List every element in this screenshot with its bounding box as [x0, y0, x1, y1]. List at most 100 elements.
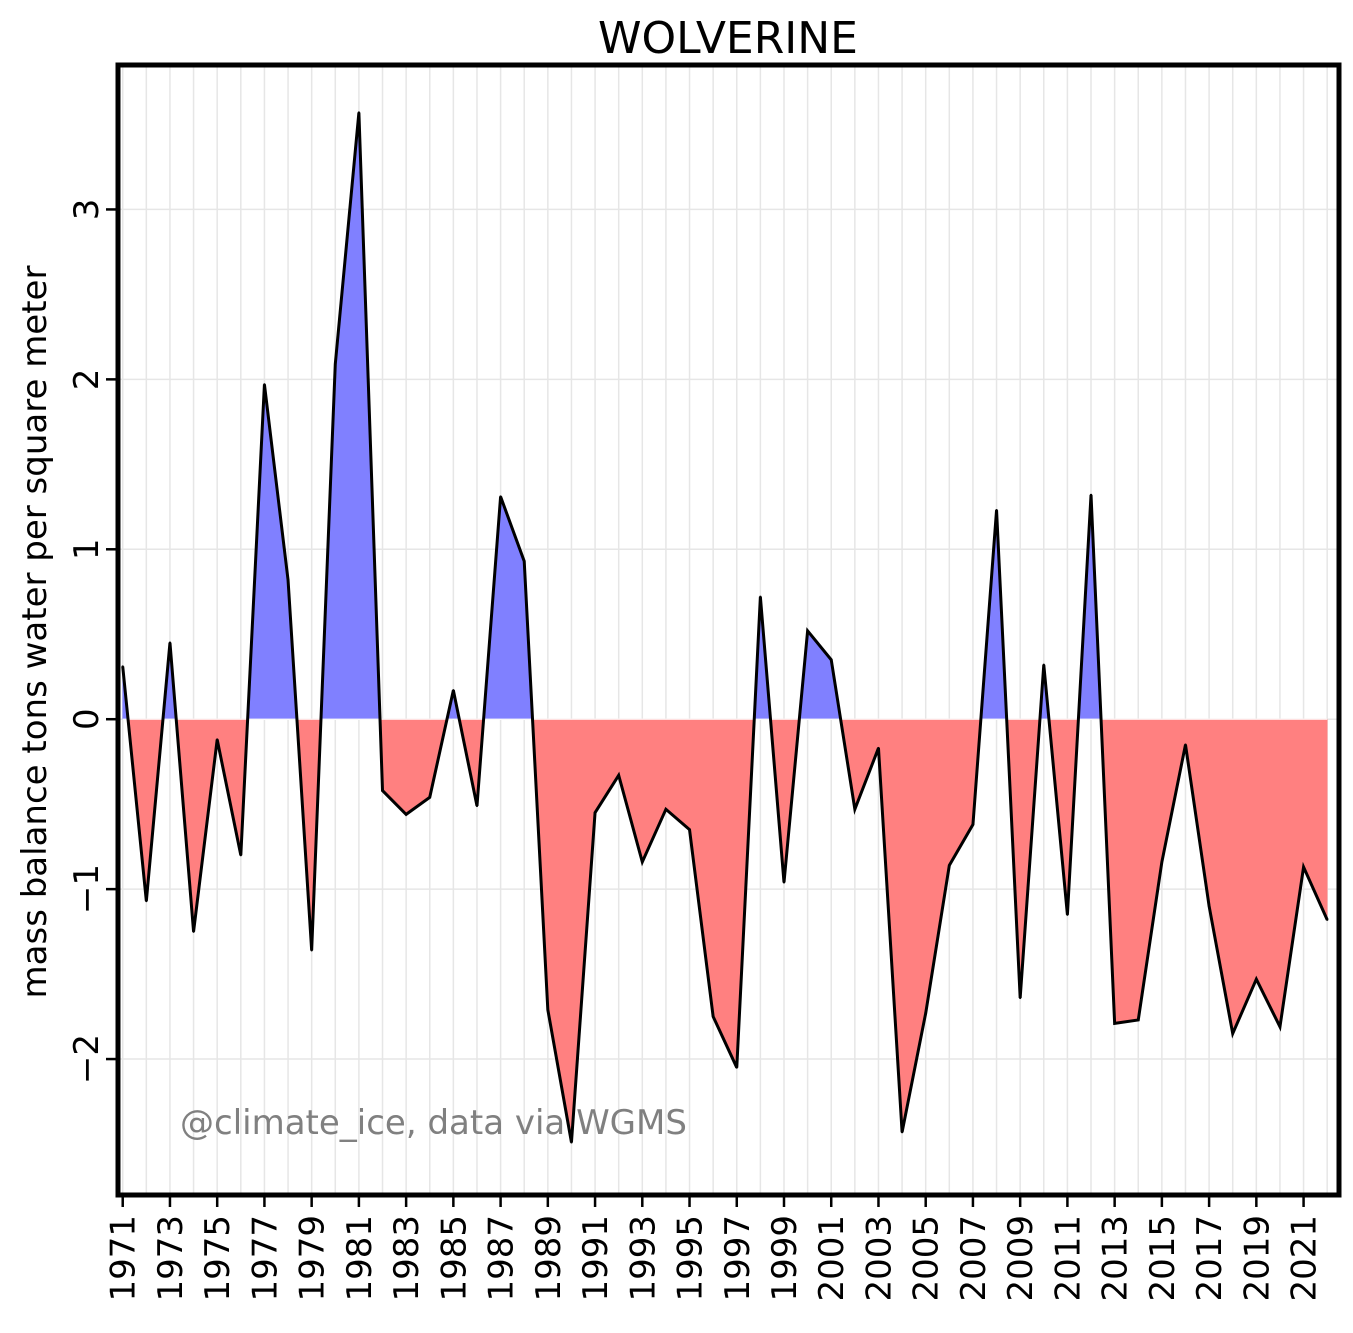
x-tick-label: 2019 — [1237, 1215, 1277, 1302]
data-point — [1089, 493, 1093, 497]
negative-area-segment — [1279, 718, 1304, 1027]
negative-area-segment — [854, 718, 879, 810]
x-tick-label: 1981 — [340, 1215, 380, 1302]
x-tick-label: 1999 — [765, 1215, 805, 1302]
data-point — [1018, 996, 1022, 1000]
negative-area-segment — [382, 718, 407, 816]
data-point — [523, 559, 526, 563]
data-point — [735, 1066, 738, 1069]
data-point — [499, 495, 502, 498]
y-tick-label: 2 — [67, 369, 107, 391]
y-tick-label: 3 — [67, 199, 107, 221]
data-point — [971, 823, 975, 826]
y-axis-label: mass balance tons water per square meter — [15, 266, 55, 999]
data-point — [1325, 918, 1329, 921]
negative-area-segment — [712, 718, 738, 1068]
x-tick-label: 1971 — [104, 1215, 144, 1302]
x-tick-label: 1987 — [482, 1215, 522, 1302]
data-point — [593, 811, 597, 814]
chart-title: WOLVERINE — [598, 13, 858, 64]
x-tick-label: 1997 — [718, 1215, 758, 1302]
negative-area-segment — [1208, 718, 1234, 1034]
data-point — [428, 796, 431, 799]
data-point — [310, 949, 313, 952]
data-point — [1207, 904, 1211, 908]
data-point — [641, 860, 644, 864]
data-point — [948, 864, 951, 867]
x-tick-label: 1975 — [198, 1215, 238, 1302]
data-point — [357, 111, 361, 114]
y-tick-label: −2 — [67, 1034, 107, 1084]
x-tick-label: 1991 — [576, 1215, 616, 1302]
data-point — [1113, 1022, 1116, 1025]
data-point — [239, 853, 243, 857]
x-tick-label: 1995 — [671, 1215, 711, 1302]
data-point — [664, 808, 668, 811]
data-point — [334, 362, 337, 366]
negative-area-segment — [1114, 718, 1139, 1024]
data-point — [1066, 913, 1069, 916]
series-line — [121, 111, 1329, 1144]
x-tick-label: 2007 — [954, 1215, 994, 1302]
x-tick-label: 2003 — [860, 1215, 900, 1302]
data-point — [877, 746, 880, 750]
data-point — [1231, 1032, 1234, 1035]
negative-area-segment — [1137, 718, 1163, 1021]
negative-area-segment — [1256, 718, 1281, 1027]
y-tick-label: −1 — [67, 864, 107, 914]
mass-balance-line — [121, 112, 1329, 1143]
data-point — [900, 1130, 904, 1134]
x-tick-label: 1985 — [434, 1215, 474, 1302]
data-point — [924, 1011, 927, 1015]
negative-area-segment — [594, 718, 619, 814]
data-point — [192, 930, 195, 933]
data-point — [617, 774, 620, 777]
negative-area-segment — [641, 718, 667, 863]
data-point — [1042, 663, 1045, 667]
data-point — [1302, 865, 1305, 869]
x-tick-label: 2017 — [1190, 1215, 1230, 1302]
x-tick-label: 2009 — [1001, 1215, 1041, 1302]
x-axis-ticks: 1971 1973 1975 1977 1979 1981 1983 1985 1987 1989… — [104, 1195, 1325, 1302]
data-point — [215, 738, 219, 741]
data-point — [759, 595, 762, 599]
x-tick-label: 1973 — [151, 1215, 191, 1302]
data-point — [806, 629, 809, 633]
data-point — [995, 509, 998, 512]
x-tick-label: 1989 — [529, 1215, 569, 1302]
plot-frame — [115, 62, 1342, 1198]
data-point — [263, 383, 266, 386]
y-tick-label: 1 — [67, 538, 107, 560]
watermark-annotation: @climate_ice, data via WGMS — [180, 1103, 687, 1143]
x-tick-label: 2013 — [1096, 1215, 1136, 1302]
data-point — [1184, 743, 1187, 746]
x-tick-label: 1983 — [387, 1215, 427, 1302]
data-point — [121, 665, 124, 668]
data-point — [452, 689, 455, 692]
data-point — [404, 813, 408, 816]
data-point — [1255, 977, 1258, 981]
x-tick-label: 2011 — [1048, 1215, 1088, 1302]
negative-area-segment — [925, 718, 950, 1014]
data-point — [475, 804, 479, 808]
y-axis-ticks: −2 −1 0 1 2 3 — [67, 199, 118, 1084]
y-tick-label: 0 — [67, 708, 107, 730]
x-tick-label: 2001 — [812, 1215, 852, 1302]
data-point — [830, 658, 833, 661]
x-tick-label: 2021 — [1285, 1215, 1325, 1302]
positive-area-segment — [334, 112, 360, 720]
data-point — [570, 1141, 573, 1144]
x-tick-label: 1993 — [623, 1215, 663, 1302]
x-tick-label: 2005 — [907, 1215, 947, 1302]
data-point — [546, 1008, 550, 1011]
area-fills — [122, 112, 1328, 1143]
data-point — [286, 578, 290, 582]
x-tick-label: 2015 — [1143, 1215, 1183, 1302]
grid-lines — [118, 65, 1339, 1195]
data-point — [168, 641, 172, 644]
data-point — [688, 828, 691, 831]
data-point — [381, 789, 384, 792]
data-point — [782, 881, 786, 884]
x-tick-label: 1977 — [245, 1215, 285, 1302]
